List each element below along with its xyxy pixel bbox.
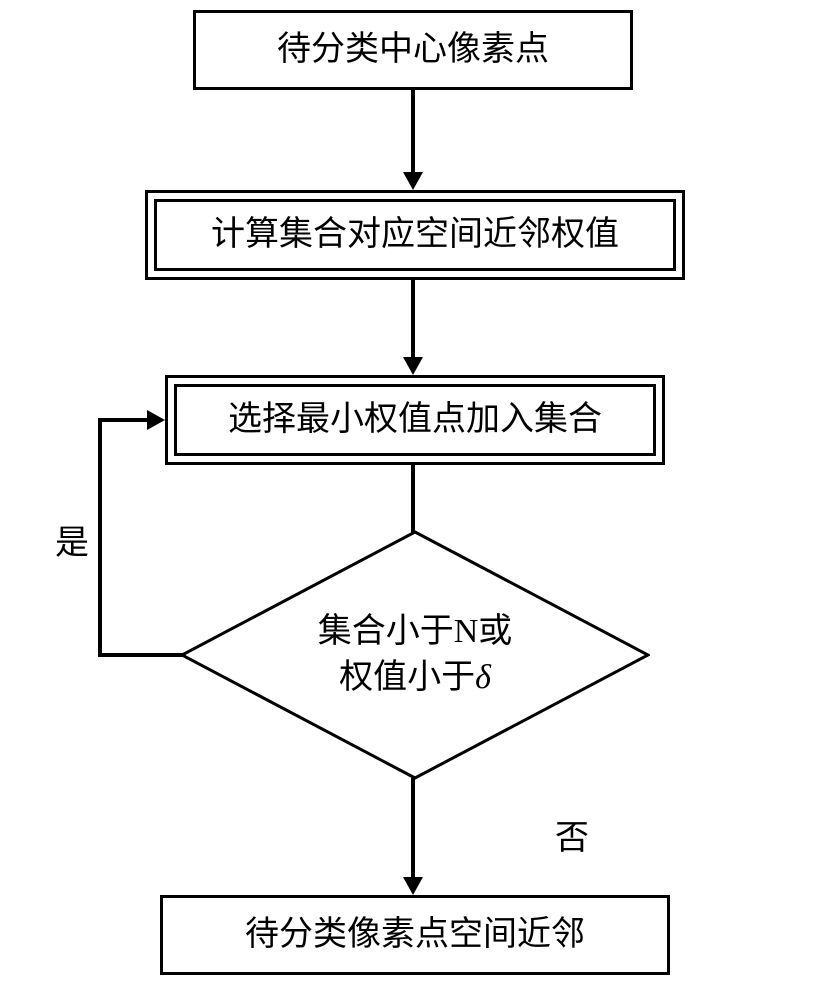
edge-n2-n3-head [403, 357, 423, 375]
node-decision: 集合小于N或 权值小于δ [180, 530, 650, 780]
node-decision-delta: δ [475, 659, 491, 696]
edge-loop-h2-line [100, 418, 150, 422]
node-decision-line1: 集合小于N或 [318, 613, 513, 650]
edge-n1-n2-line [411, 90, 415, 175]
edge-loop-h2-head [147, 410, 165, 430]
label-yes-text: 是 [55, 525, 89, 562]
node-result-neighbors: 待分类像素点空间近邻 [160, 895, 670, 975]
edge-n4-n5-line [411, 778, 415, 880]
label-yes: 是 [55, 515, 89, 564]
edge-n4-n5-head [403, 877, 423, 895]
label-no: 否 [555, 810, 589, 859]
node-decision-text: 集合小于N或 权值小于δ [318, 609, 513, 701]
node-select-min-text: 选择最小权值点加入集合 [228, 398, 602, 442]
edge-n1-n2-head [403, 172, 423, 190]
node-result-neighbors-text: 待分类像素点空间近邻 [245, 913, 585, 957]
node-start-pixel-text: 待分类中心像素点 [277, 28, 549, 72]
edge-n3-n4-line [411, 465, 415, 535]
flowchart-canvas: 待分类中心像素点 计算集合对应空间近邻权值 选择最小权值点加入集合 是 集 [0, 0, 822, 991]
label-no-text: 否 [555, 820, 589, 857]
edge-n2-n3-line [411, 280, 415, 360]
node-compute-weights: 计算集合对应空间近邻权值 [145, 190, 685, 280]
node-select-min: 选择最小权值点加入集合 [165, 375, 665, 465]
node-compute-weights-text: 计算集合对应空间近邻权值 [211, 213, 619, 257]
edge-loop-h1-line [98, 653, 184, 657]
edge-loop-v-line [98, 418, 102, 657]
node-start-pixel: 待分类中心像素点 [193, 10, 633, 90]
node-decision-line2-prefix: 权值小于 [339, 659, 475, 696]
